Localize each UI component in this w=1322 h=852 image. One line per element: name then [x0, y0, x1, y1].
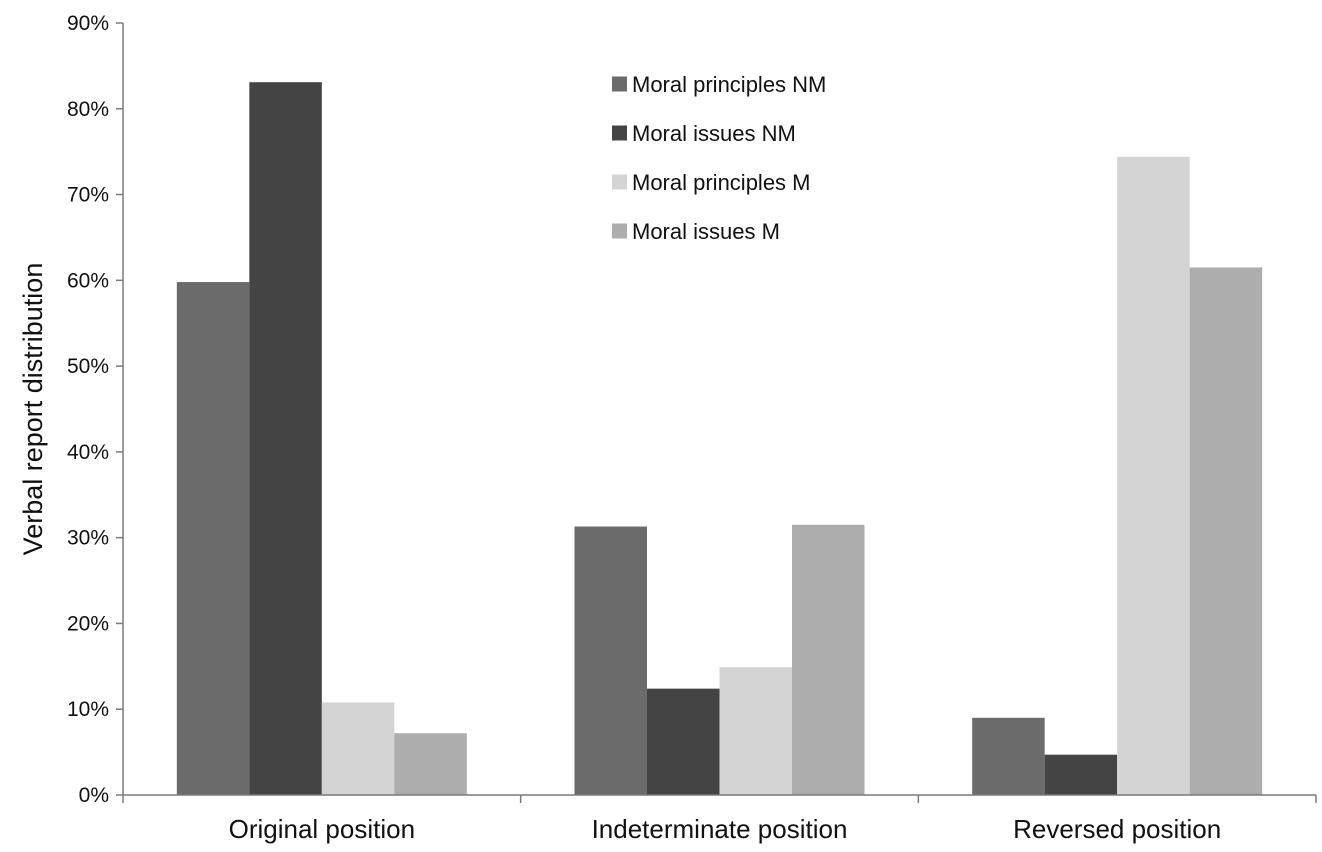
- labels-layer: 0% 10% 20% 30% 40% 50% 60% 70% 80% 90% Original po…: [18, 12, 1221, 844]
- y-tick-label: 50%: [67, 355, 109, 378]
- y-tick-label: 20%: [67, 612, 109, 635]
- bar-group: [176, 82, 467, 795]
- legend-swatch: [612, 223, 627, 239]
- legend-item: Moral principles M: [612, 170, 811, 195]
- y-tick-label: 0%: [79, 784, 109, 807]
- legend-item: Moral issues NM: [612, 121, 796, 146]
- legend-item: Moral issues M: [612, 219, 780, 244]
- bar: [792, 524, 865, 795]
- bar: [176, 282, 250, 795]
- legend-label: Moral issues NM: [632, 121, 796, 146]
- bar: [394, 733, 467, 795]
- bars-layer: [176, 82, 1263, 796]
- y-tick-label: 60%: [67, 269, 109, 292]
- y-axis-title: Verbal report distribution: [18, 263, 48, 556]
- y-tick-label: 40%: [67, 441, 109, 464]
- category-label: Original position: [229, 814, 415, 844]
- bar: [321, 702, 395, 795]
- y-tick-label: 10%: [67, 698, 109, 721]
- legend-swatch: [612, 76, 627, 92]
- bar: [972, 717, 1045, 795]
- bar: [719, 667, 792, 795]
- legend-label: Moral principles NM: [632, 72, 826, 97]
- bar: [1117, 156, 1190, 795]
- y-tick-label: 30%: [67, 527, 109, 550]
- axes-layer: [116, 22, 1317, 803]
- category-label: Indeterminate position: [592, 814, 848, 844]
- bar-group: [574, 524, 865, 795]
- bar: [1044, 754, 1118, 795]
- legend-label: Moral principles M: [632, 170, 811, 195]
- legend: Moral principles NM Moral issues NM Moral …: [612, 72, 826, 244]
- legend-label: Moral issues M: [632, 219, 780, 244]
- bar: [647, 688, 720, 795]
- bar: [574, 526, 647, 795]
- legend-swatch: [612, 125, 627, 141]
- legend-swatch: [612, 174, 627, 190]
- y-tick-label: 80%: [67, 98, 109, 121]
- bar-group: [972, 156, 1263, 796]
- legend-item: Moral principles NM: [612, 72, 826, 97]
- y-tick-label: 70%: [67, 184, 109, 207]
- bar: [249, 82, 322, 795]
- bar: [1189, 267, 1263, 796]
- y-tick-label: 90%: [67, 12, 109, 35]
- category-label: Reversed position: [1013, 814, 1221, 844]
